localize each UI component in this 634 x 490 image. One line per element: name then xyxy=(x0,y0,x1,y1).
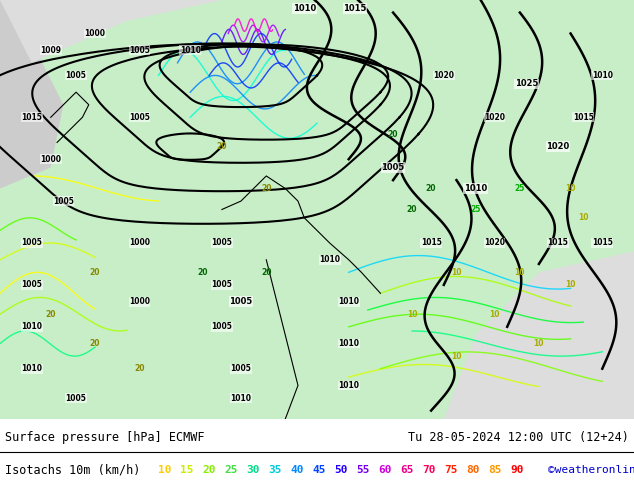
Text: 20: 20 xyxy=(202,465,216,475)
Text: 1005: 1005 xyxy=(129,113,150,122)
Text: 1005: 1005 xyxy=(129,46,150,55)
Text: 1005: 1005 xyxy=(53,196,74,206)
Text: 30: 30 xyxy=(246,465,259,475)
Text: Surface pressure [hPa] ECMWF: Surface pressure [hPa] ECMWF xyxy=(5,432,205,444)
Text: 1010: 1010 xyxy=(179,46,201,55)
Text: 10: 10 xyxy=(158,465,172,475)
Text: 1015: 1015 xyxy=(344,4,366,13)
Text: 1005: 1005 xyxy=(230,297,252,306)
Polygon shape xyxy=(444,251,634,419)
Text: 1010: 1010 xyxy=(319,255,340,264)
Text: 1010: 1010 xyxy=(464,184,487,193)
Text: 10: 10 xyxy=(515,268,525,277)
Text: 50: 50 xyxy=(334,465,347,475)
Text: 10: 10 xyxy=(566,184,576,193)
Text: 1000: 1000 xyxy=(40,155,61,164)
Text: 1005: 1005 xyxy=(22,239,42,247)
Text: 20: 20 xyxy=(134,364,145,373)
Text: 10: 10 xyxy=(451,352,462,361)
Text: 1010: 1010 xyxy=(338,381,359,390)
Text: 1005: 1005 xyxy=(382,163,404,172)
Text: 25: 25 xyxy=(224,465,238,475)
Text: 10: 10 xyxy=(534,339,544,348)
Text: 1010: 1010 xyxy=(21,364,42,373)
Text: 60: 60 xyxy=(378,465,392,475)
Text: 10: 10 xyxy=(578,213,588,222)
Text: 20: 20 xyxy=(261,184,271,193)
Text: 90: 90 xyxy=(510,465,524,475)
Text: 1015: 1015 xyxy=(573,113,593,122)
Text: 85: 85 xyxy=(488,465,501,475)
Text: 20: 20 xyxy=(407,205,417,214)
Text: Isotachs 10m (km/h): Isotachs 10m (km/h) xyxy=(5,464,140,476)
Text: 1000: 1000 xyxy=(129,239,150,247)
Text: 25: 25 xyxy=(515,184,525,193)
Text: 65: 65 xyxy=(400,465,413,475)
Text: 1015: 1015 xyxy=(548,239,568,247)
Text: 1010: 1010 xyxy=(293,4,316,13)
Text: 1020: 1020 xyxy=(547,142,569,151)
Text: 20: 20 xyxy=(46,310,56,318)
Text: 20: 20 xyxy=(261,268,271,277)
FancyBboxPatch shape xyxy=(0,0,634,419)
Text: 75: 75 xyxy=(444,465,458,475)
Text: 1015: 1015 xyxy=(592,239,612,247)
Text: 1005: 1005 xyxy=(66,393,86,402)
Text: 1005: 1005 xyxy=(212,239,232,247)
Text: 80: 80 xyxy=(466,465,479,475)
Text: Tu 28-05-2024 12:00 UTC (12+24): Tu 28-05-2024 12:00 UTC (12+24) xyxy=(408,432,629,444)
Text: 10: 10 xyxy=(566,280,576,290)
Polygon shape xyxy=(0,0,222,63)
Text: 10: 10 xyxy=(407,310,417,318)
Polygon shape xyxy=(0,0,63,189)
Text: 35: 35 xyxy=(268,465,281,475)
Text: 20: 20 xyxy=(217,142,227,151)
Text: 20: 20 xyxy=(90,268,100,277)
Text: 10: 10 xyxy=(451,268,462,277)
Text: 1000: 1000 xyxy=(84,29,106,38)
Text: 1020: 1020 xyxy=(484,113,505,122)
Text: 1009: 1009 xyxy=(40,46,61,55)
Text: 1020: 1020 xyxy=(433,71,455,80)
Text: 1010: 1010 xyxy=(338,297,359,306)
Text: 55: 55 xyxy=(356,465,370,475)
Text: 20: 20 xyxy=(90,339,100,348)
Text: 1005: 1005 xyxy=(212,322,232,331)
Text: 25: 25 xyxy=(470,205,481,214)
Text: 1010: 1010 xyxy=(592,71,613,80)
Text: 1005: 1005 xyxy=(212,280,232,290)
Text: 1005: 1005 xyxy=(231,364,251,373)
Text: 10: 10 xyxy=(489,310,500,318)
Text: 1015: 1015 xyxy=(22,113,42,122)
Text: ©weatheronline.co.uk: ©weatheronline.co.uk xyxy=(548,465,634,475)
Text: 1020: 1020 xyxy=(484,239,505,247)
Text: 45: 45 xyxy=(312,465,325,475)
Text: 1000: 1000 xyxy=(129,297,150,306)
Text: 1010: 1010 xyxy=(338,339,359,348)
Text: 15: 15 xyxy=(180,465,193,475)
Text: 1005: 1005 xyxy=(66,71,86,80)
Text: 20: 20 xyxy=(388,129,398,139)
Text: 40: 40 xyxy=(290,465,304,475)
Text: 20: 20 xyxy=(426,184,436,193)
Text: 20: 20 xyxy=(198,268,208,277)
Text: 1025: 1025 xyxy=(515,79,538,88)
Text: 70: 70 xyxy=(422,465,436,475)
Text: 1015: 1015 xyxy=(421,239,441,247)
Text: 1010: 1010 xyxy=(230,393,252,402)
Text: 1010: 1010 xyxy=(21,322,42,331)
Text: 1005: 1005 xyxy=(22,280,42,290)
